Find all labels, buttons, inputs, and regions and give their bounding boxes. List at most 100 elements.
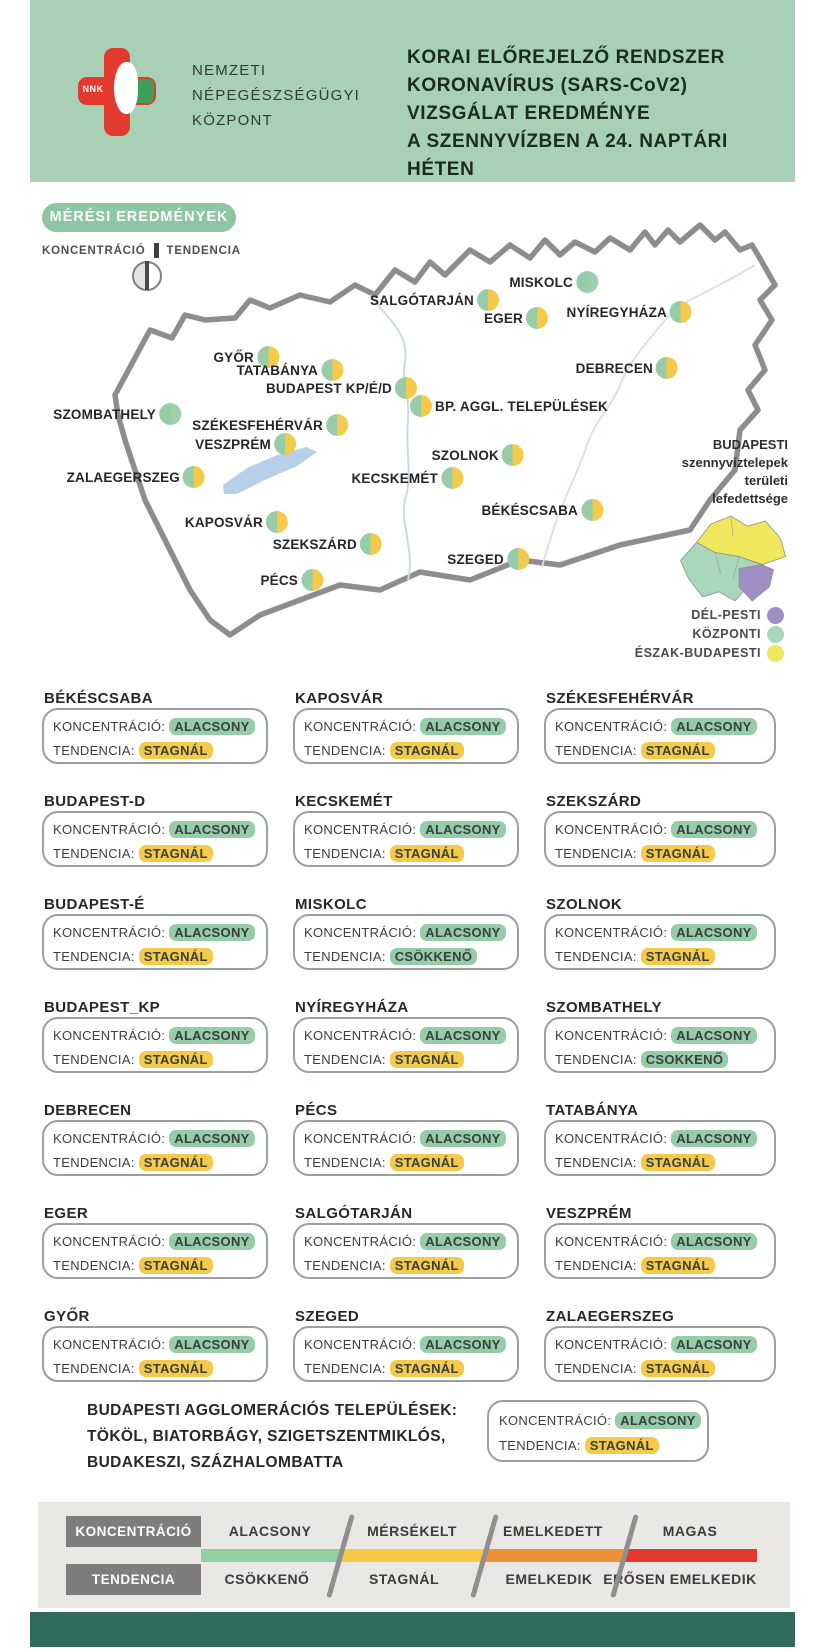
city-card: BUDAPEST-É KONCENTRÁCIÓ: ALACSONY TENDEN… — [42, 896, 268, 970]
concentration-label: KONCENTRÁCIÓ: — [304, 1233, 417, 1249]
tendency-label: TENDENCIA: — [555, 742, 637, 758]
concentration-label: KONCENTRÁCIÓ: — [53, 1336, 166, 1352]
tendency-value: STAGNÁL — [138, 1050, 213, 1068]
city-name: TATABÁNYA — [546, 1102, 639, 1119]
tendency-value: CSÖKKENŐ — [389, 947, 478, 965]
concentration-label: KONCENTRÁCIÓ: — [555, 1336, 668, 1352]
city-card-box: KONCENTRÁCIÓ: ALACSONY TENDENCIA: CSOKKE… — [544, 1017, 776, 1073]
status-circle-icon — [576, 271, 598, 293]
city-name: ZALAEGERSZEG — [546, 1308, 675, 1325]
map-marker: TATABÁNYA — [236, 359, 343, 381]
concentration-line: KONCENTRÁCIÓ: ALACSONY — [304, 920, 517, 944]
concentration-value: ALACSONY — [420, 1129, 506, 1147]
tendency-label: TENDENCIA: — [555, 1360, 637, 1376]
city-name: BUDAPEST_KP — [44, 999, 161, 1016]
city-card: DEBRECEN KONCENTRÁCIÓ: ALACSONY TENDENCI… — [42, 1102, 268, 1176]
cards-grid: BÉKÉSCSABA KONCENTRÁCIÓ: ALACSONY TENDEN… — [42, 690, 776, 1382]
tendency-value: STAGNÁL — [640, 741, 715, 759]
tendency-value: STAGNÁL — [389, 1153, 464, 1171]
concentration-level-label: MAGAS — [662, 1523, 718, 1539]
inset-legend-dot-icon — [767, 644, 784, 662]
status-circle-icon — [526, 307, 548, 329]
tendency-label: TENDENCIA: — [555, 1051, 637, 1067]
inset-legend-dot-icon — [767, 625, 784, 643]
inset-title-line: BUDAPESTI — [712, 437, 788, 452]
tendency-line: TENDENCIA: STAGNÁL — [499, 1433, 707, 1458]
tendency-value: STAGNÁL — [138, 1153, 213, 1171]
split-circle-icon — [132, 261, 162, 291]
inset-legend-label: ÉSZAK-BUDAPESTI — [634, 646, 761, 660]
concentration-value: ALACSONY — [420, 923, 506, 941]
concentration-value: ALACSONY — [420, 1026, 506, 1044]
city-name: SALGÓTARJÁN — [295, 1205, 413, 1222]
inset-region-north — [696, 515, 787, 565]
city-name: VESZPRÉM — [546, 1205, 632, 1222]
tendency-value: STAGNÁL — [584, 1437, 659, 1454]
danube-river — [369, 294, 411, 581]
city-name: KAPOSVÁR — [295, 690, 384, 707]
map-marker: SALGÓTARJÁN — [370, 289, 499, 311]
concentration-label: KONCENTRÁCIÓ: — [304, 924, 417, 940]
city-card: EGER KONCENTRÁCIÓ: ALACSONY TENDENCIA: S… — [42, 1205, 268, 1279]
city-name: EGER — [44, 1205, 89, 1222]
title-line: KORONAVÍRUS (SARS-CoV2) — [407, 75, 688, 96]
status-circle-icon — [410, 395, 432, 417]
tendency-label: TENDENCIA: — [304, 948, 386, 964]
concentration-line: KONCENTRÁCIÓ: ALACSONY — [53, 1126, 266, 1150]
concentration-label: KONCENTRÁCIÓ: — [53, 1130, 166, 1146]
concentration-value: ALACSONY — [671, 1129, 757, 1147]
status-circle-icon — [656, 357, 678, 379]
tendency-value: STAGNÁL — [389, 741, 464, 759]
city-name: DEBRECEN — [44, 1102, 132, 1119]
city-name: BÉKÉSCSABA — [44, 690, 154, 707]
logo-abbr: NNK — [82, 84, 104, 94]
legend-concentration-box: KONCENTRÁCIÓ — [66, 1516, 201, 1547]
city-card-box: KONCENTRÁCIÓ: ALACSONY TENDENCIA: STAGNÁ… — [42, 811, 268, 867]
city-card-box: KONCENTRÁCIÓ: ALACSONY TENDENCIA: STAGNÁ… — [42, 708, 268, 764]
city-card-box: KONCENTRÁCIÓ: ALACSONY TENDENCIA: STAGNÁ… — [544, 914, 776, 970]
tendency-label: TENDENCIA: — [555, 948, 637, 964]
tendency-value: STAGNÁL — [389, 1050, 464, 1068]
map-city-label: KECSKEMÉT — [351, 470, 438, 486]
tendency-line: TENDENCIA: CSÖKKENŐ — [304, 944, 517, 968]
city-card-box: KONCENTRÁCIÓ: ALACSONY TENDENCIA: STAGNÁ… — [293, 1223, 519, 1279]
tendency-value: STAGNÁL — [640, 844, 715, 862]
city-card-box: KONCENTRÁCIÓ: ALACSONY TENDENCIA: STAGNÁ… — [293, 1326, 519, 1382]
city-card-box: KONCENTRÁCIÓ: ALACSONY TENDENCIA: STAGNÁ… — [42, 1223, 268, 1279]
concentration-value: ALACSONY — [169, 717, 255, 735]
concentration-line: KONCENTRÁCIÓ: ALACSONY — [53, 817, 266, 841]
tendency-value: STAGNÁL — [640, 1256, 715, 1274]
key-tendency-label: TENDENCIA — [166, 244, 241, 257]
concentration-label: KONCENTRÁCIÓ: — [304, 1130, 417, 1146]
org-line: KÖZPONT — [192, 112, 273, 129]
map-marker: PÉCS — [260, 569, 323, 591]
status-circle-icon — [502, 444, 524, 466]
tendency-level-label: EMELKEDIK — [505, 1571, 593, 1587]
city-name: SZOLNOK — [546, 896, 623, 913]
concentration-level-label: EMELKEDETT — [503, 1523, 603, 1539]
city-card: PÉCS KONCENTRÁCIÓ: ALACSONY TENDENCIA: S… — [293, 1102, 519, 1176]
city-card: BUDAPEST_KP KONCENTRÁCIÓ: ALACSONY TENDE… — [42, 999, 268, 1073]
tendency-line: TENDENCIA: STAGNÁL — [53, 944, 266, 968]
tendency-label: TENDENCIA: — [499, 1438, 581, 1453]
tendency-label: TENDENCIA: — [53, 948, 135, 964]
tendency-line: TENDENCIA: STAGNÁL — [304, 1253, 517, 1277]
city-name: SZOMBATHELY — [546, 999, 663, 1016]
concentration-value: ALACSONY — [615, 1412, 701, 1429]
map-city-label: BÉKÉSCSABA — [481, 502, 578, 518]
map-marker: SZÉKESFEHÉRVÁR — [192, 414, 348, 436]
tendency-value: STAGNÁL — [138, 1359, 213, 1377]
map-marker: VESZPRÉM — [195, 433, 296, 455]
org-line: NEMZETI — [192, 62, 267, 79]
tendency-label: TENDENCIA: — [53, 845, 135, 861]
inset-title: BUDAPESTI szennyvíztelepek területi lefe… — [682, 436, 788, 508]
city-card: SZEGED KONCENTRÁCIÓ: ALACSONY TENDENCIA:… — [293, 1308, 519, 1382]
city-card: GYŐR KONCENTRÁCIÓ: ALACSONY TENDENCIA: S… — [42, 1308, 268, 1382]
map-marker: SZOMBATHELY — [53, 403, 181, 425]
map-marker: EGER — [484, 307, 548, 329]
status-circle-icon — [257, 346, 279, 368]
map-city-label: MISKOLC — [509, 274, 573, 290]
map-city-label: DEBRECEN — [575, 360, 653, 376]
title-line: A SZENNYVÍZBEN A 24. NAPTÁRI HÉTEN — [407, 131, 728, 180]
tendency-value: STAGNÁL — [138, 947, 213, 965]
